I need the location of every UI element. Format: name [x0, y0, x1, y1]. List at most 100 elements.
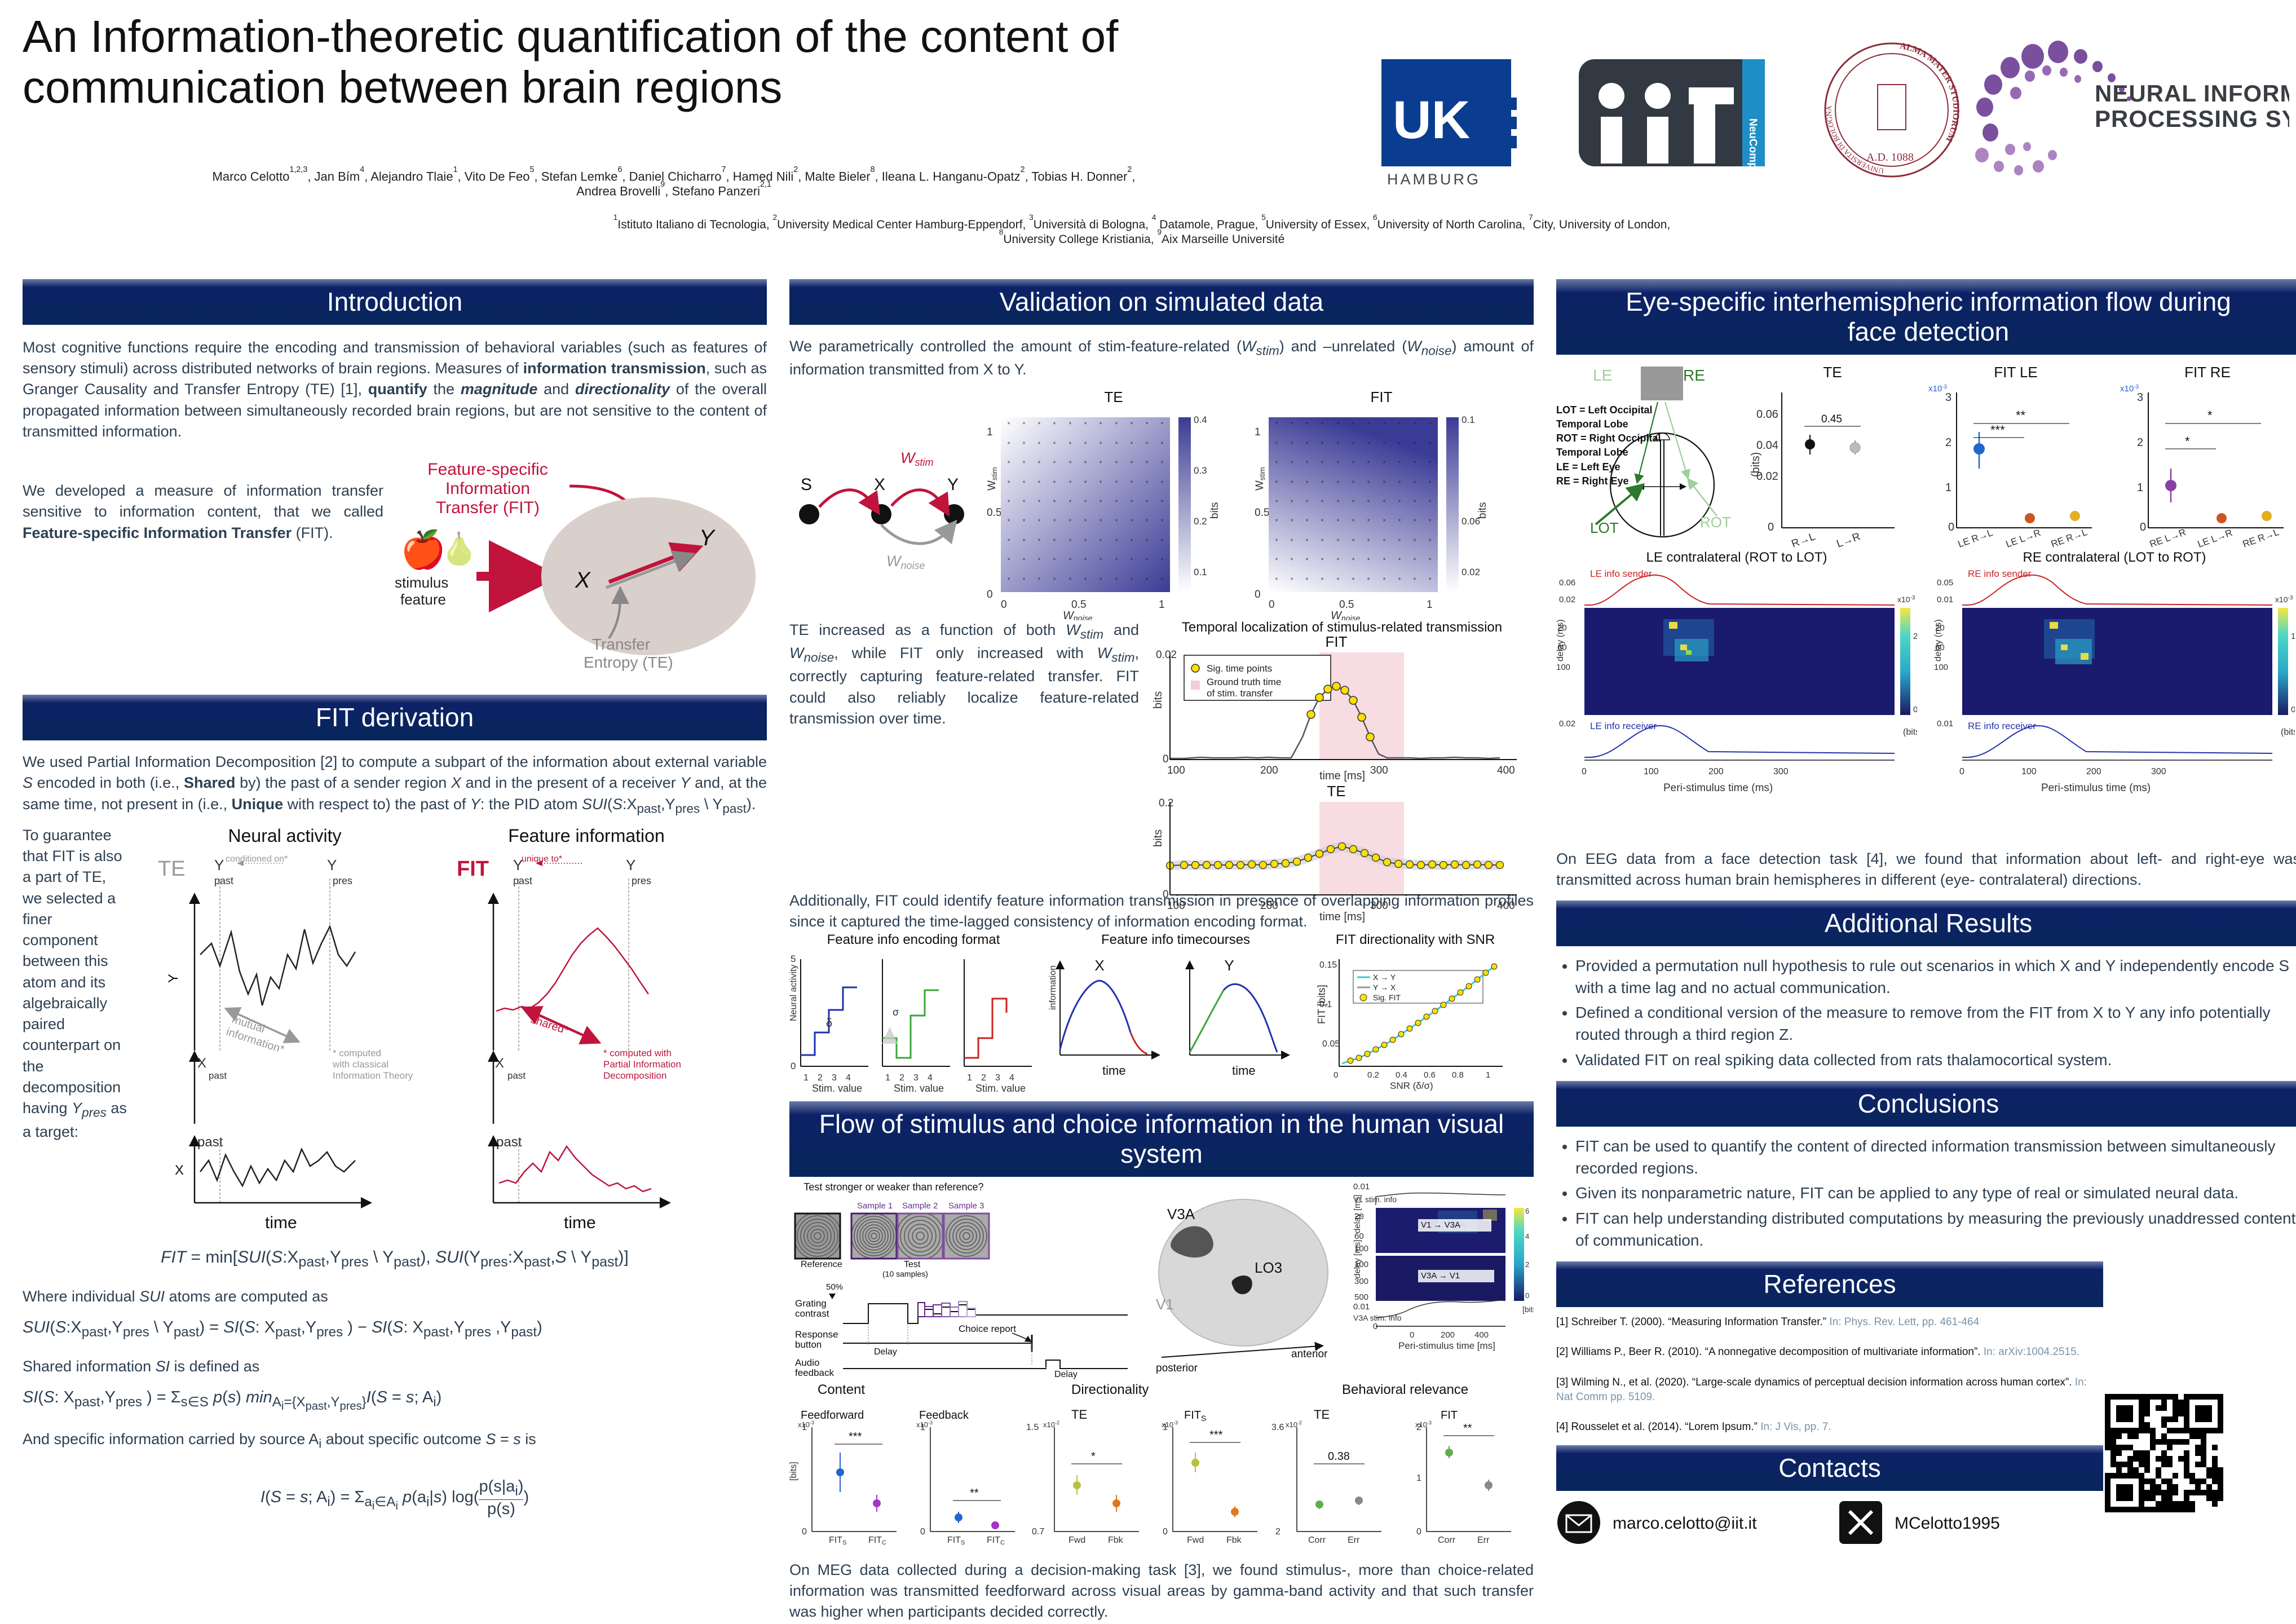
svg-text:Feature information: Feature information — [508, 826, 664, 846]
svg-text:0.02: 0.02 — [1156, 649, 1177, 661]
svg-text:0: 0 — [1416, 1527, 1421, 1537]
svg-text:Y: Y — [1224, 957, 1234, 974]
svg-text:*: * — [1290, 479, 1293, 487]
svg-text:0: 0 — [1163, 889, 1169, 901]
svg-text:400: 400 — [1497, 765, 1515, 776]
svg-text:*: * — [1413, 556, 1416, 564]
svg-text:*: * — [1068, 576, 1071, 584]
svg-text:Audio: Audio — [795, 1357, 819, 1368]
svg-text:4: 4 — [1525, 1232, 1529, 1241]
svg-text:*: * — [1367, 440, 1370, 448]
svg-text:*: * — [1305, 459, 1308, 467]
svg-text:*: * — [1068, 459, 1071, 467]
svg-text:*: * — [1022, 479, 1025, 487]
svg-text:FITS: FITS — [829, 1535, 846, 1546]
svg-text:*: * — [1022, 498, 1025, 506]
svg-text:Peri-stimulus time (ms): Peri-stimulus time (ms) — [2041, 782, 2151, 794]
svg-text:*: * — [1305, 576, 1308, 584]
svg-text:*: * — [1145, 479, 1148, 487]
svg-text:*: * — [1007, 479, 1010, 487]
svg-text:100: 100 — [2021, 767, 2037, 776]
svg-text:*: * — [1336, 517, 1339, 526]
svg-text:*: * — [1037, 420, 1040, 429]
svg-text:*: * — [1115, 537, 1118, 545]
svg-text:***: *** — [849, 1431, 862, 1443]
svg-text:*: * — [1428, 517, 1431, 526]
svg-text:*: * — [1367, 479, 1370, 487]
svg-text:0: 0 — [1948, 521, 1954, 533]
svg-text:0: 0 — [1582, 767, 1587, 776]
svg-text:Partial Information: Partial Information — [603, 1059, 681, 1070]
svg-text:*: * — [1336, 576, 1339, 584]
svg-text:2: 2 — [2137, 436, 2143, 449]
svg-text:*: * — [1068, 479, 1071, 487]
svg-text:*: * — [1398, 459, 1401, 467]
svg-text:(bits): (bits) — [1903, 727, 1917, 737]
svg-text:LE L→R: LE L→R — [2004, 527, 2042, 550]
svg-text:2: 2 — [1913, 632, 1917, 641]
svg-text:**: ** — [970, 1487, 979, 1499]
svg-text:*: * — [1290, 459, 1293, 467]
svg-text:Fwd: Fwd — [1068, 1535, 1085, 1545]
svg-text:200: 200 — [1441, 1330, 1455, 1340]
svg-text:3: 3 — [913, 1073, 919, 1083]
svg-text:X → Y: X → Y — [1373, 973, 1396, 982]
svg-text:*: * — [1145, 420, 1148, 429]
svg-text:*: * — [2207, 408, 2213, 422]
svg-text:Entropy (TE): Entropy (TE) — [584, 654, 673, 671]
svg-text:*: * — [1053, 440, 1056, 448]
svg-text:Wnoise: Wnoise — [1331, 610, 1361, 620]
svg-text:X: X — [1094, 957, 1104, 974]
svg-text:*: * — [1160, 420, 1163, 429]
svg-text:*: * — [1145, 517, 1148, 526]
svg-text:*: * — [1130, 576, 1133, 584]
svg-text:LE info sender: LE info sender — [1590, 568, 1652, 579]
svg-text:time [ms]: time [ms] — [1319, 911, 1365, 923]
svg-text:*: * — [1115, 459, 1118, 467]
svg-text:*: * — [1352, 517, 1354, 526]
svg-text:conditioned on*: conditioned on* — [226, 854, 288, 864]
svg-text:0.6: 0.6 — [1424, 1070, 1436, 1080]
svg-text:*: * — [1336, 479, 1339, 487]
svg-text:* computed with: * computed with — [603, 1048, 672, 1058]
svg-text:δ: δ — [826, 1017, 832, 1030]
svg-text:*: * — [1068, 517, 1071, 526]
svg-text:*: * — [1068, 420, 1071, 429]
svg-text:*: * — [1037, 576, 1040, 584]
svg-text:**: ** — [2016, 408, 2026, 422]
svg-text:*: * — [1352, 420, 1354, 429]
svg-text:0.01: 0.01 — [1353, 1182, 1370, 1191]
svg-text:X: X — [197, 1056, 206, 1071]
svg-text:[bits]: [bits] — [789, 1462, 798, 1481]
svg-text:*: * — [1305, 517, 1308, 526]
svg-text:0.05: 0.05 — [1937, 578, 1953, 588]
svg-text:1.5: 1.5 — [2291, 632, 2295, 641]
svg-text:*: * — [1305, 498, 1308, 506]
svg-text:2: 2 — [981, 1073, 986, 1083]
svg-text:1: 1 — [1486, 1070, 1490, 1080]
svg-text:300: 300 — [1370, 765, 1388, 776]
svg-text:x10-3: x10-3 — [2275, 595, 2293, 604]
svg-text:*: * — [1336, 440, 1339, 448]
svg-text:*: * — [1336, 556, 1339, 564]
svg-text:*: * — [1428, 440, 1431, 448]
svg-text:time: time — [265, 1213, 297, 1232]
svg-text:NEURAL INFORMATION: NEURAL INFORMATION — [2095, 80, 2289, 107]
svg-text:*: * — [1290, 517, 1293, 526]
svg-text:X: X — [495, 1056, 504, 1071]
svg-text:(bits): (bits) — [2281, 727, 2295, 737]
svg-text:*: * — [1099, 517, 1102, 526]
svg-text:200: 200 — [1260, 900, 1278, 912]
svg-text:0: 0 — [1959, 767, 1964, 776]
svg-text:*: * — [1383, 556, 1385, 564]
svg-text:*: * — [1305, 537, 1308, 545]
svg-text:*: * — [1053, 420, 1056, 429]
svg-text:V1 → V3A: V1 → V3A — [1421, 1220, 1460, 1230]
svg-text:*: * — [1084, 498, 1087, 506]
svg-text:Fwd: Fwd — [1187, 1535, 1204, 1545]
svg-text:*: * — [1099, 556, 1102, 564]
svg-text:x10-3: x10-3 — [1928, 384, 1948, 394]
svg-text:*: * — [1099, 479, 1102, 487]
svg-text:*: * — [1084, 576, 1087, 584]
svg-text:*: * — [1413, 517, 1416, 526]
